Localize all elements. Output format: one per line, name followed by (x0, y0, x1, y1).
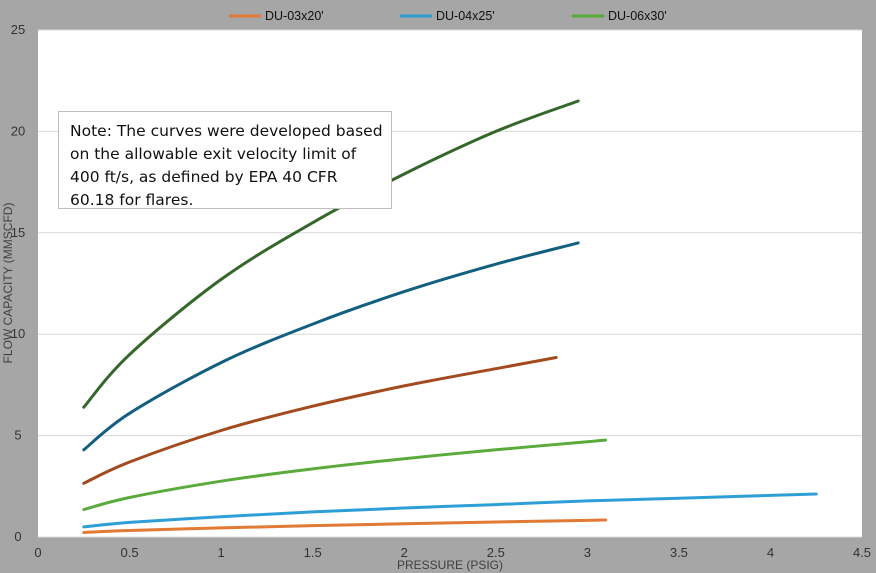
x-tick-label: 2.5 (487, 545, 505, 560)
plot-area (38, 30, 862, 537)
x-tick-label: 0.5 (121, 545, 139, 560)
x-tick-label: 1 (217, 545, 224, 560)
legend: DU-03x20' DU-04x25' DU-06x30' (229, 9, 667, 23)
x-tick-label: 3 (584, 545, 591, 560)
x-axis-title: PRESSURE (PSIG) (397, 558, 503, 572)
x-tick-label: 2 (401, 545, 408, 560)
y-tick-label: 0 (14, 529, 21, 544)
y-tick-label: 25 (11, 22, 25, 37)
x-tick-label: 4 (767, 545, 774, 560)
note-annotation: Note: The curves were developed based on… (58, 111, 392, 209)
series-line-5 (82, 99, 580, 409)
x-tick-label: 1.5 (304, 545, 322, 560)
series-line-3 (82, 356, 558, 485)
y-tick-label: 15 (11, 225, 25, 240)
series-line-1 (82, 492, 818, 529)
y-tick-label: 10 (11, 326, 25, 341)
grid-lines (38, 29, 862, 538)
legend-label: DU-03x20' (265, 9, 324, 23)
y-tick-label: 5 (14, 428, 21, 443)
series-line-0 (82, 518, 608, 534)
axes: 0 5 10 15 20 25 0 0.5 1 1.5 2 2.5 3 3.5 4 4.5 PRESSURE (… (1, 22, 871, 572)
series-line-4 (82, 241, 580, 452)
series-line-2 (82, 438, 608, 512)
x-tick-label: 0 (34, 545, 41, 560)
note-text: Note: The curves were developed based on… (70, 122, 383, 209)
legend-label: DU-04x25' (436, 9, 495, 23)
x-tick-label: 3.5 (670, 545, 688, 560)
x-tick-label: 4.5 (853, 545, 871, 560)
legend-label: DU-06x30' (608, 9, 667, 23)
y-tick-label: 20 (11, 123, 25, 138)
y-axis-title: FLOW CAPACITY (MMSCFD) (1, 203, 15, 364)
series-lines (82, 99, 818, 534)
